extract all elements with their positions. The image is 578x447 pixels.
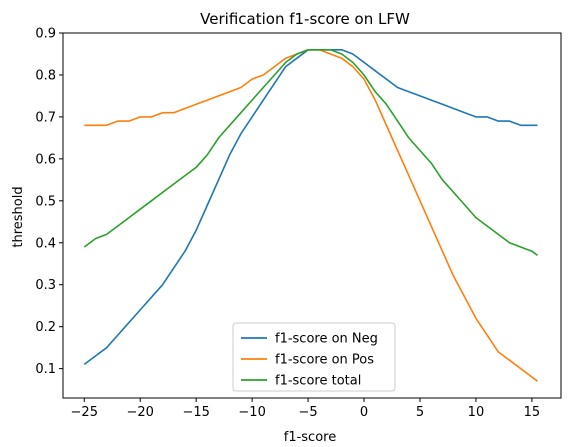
y-axis-label: threshold bbox=[11, 186, 26, 247]
x-tick-label: 5 bbox=[416, 405, 424, 420]
y-tick-label: 0.5 bbox=[35, 194, 56, 209]
legend-box bbox=[232, 322, 396, 392]
legend-label: f1-score on Pos bbox=[275, 353, 374, 368]
x-tick-label: 15 bbox=[524, 405, 541, 420]
x-tick-label: −5 bbox=[298, 405, 317, 420]
y-tick-label: 0.6 bbox=[35, 152, 56, 167]
x-tick-label: 0 bbox=[360, 405, 368, 420]
x-axis-label: f1-score bbox=[284, 430, 336, 445]
y-tick-label: 0.2 bbox=[35, 320, 56, 335]
y-axis: 0.1 0.2 0.3 0.4 0.5 0.6 0.7 0.8 0.9 bbox=[35, 27, 63, 377]
y-tick-label: 0.1 bbox=[35, 362, 56, 377]
x-tick-label: −15 bbox=[182, 405, 209, 420]
y-tick-label: 0.4 bbox=[35, 236, 56, 251]
x-tick-label: −25 bbox=[71, 405, 98, 420]
legend-label: f1-score on Neg bbox=[275, 332, 378, 347]
legend-label: f1-score total bbox=[275, 374, 361, 389]
x-axis: −25 −20 −15 −10 −5 0 5 10 15 bbox=[71, 398, 541, 420]
series-line-3 bbox=[83, 48, 538, 257]
x-tick-label: −10 bbox=[238, 405, 265, 420]
x-tick-label: −20 bbox=[126, 405, 153, 420]
y-tick-label: 0.8 bbox=[35, 68, 56, 83]
y-tick-label: 0.9 bbox=[35, 27, 56, 42]
series-lines bbox=[83, 48, 538, 382]
chart-title: Verification f1-score on LFW bbox=[200, 10, 410, 28]
legend: f1-score on Neg f1-score on Pos f1-score t… bbox=[232, 322, 396, 392]
y-tick-label: 0.3 bbox=[35, 278, 56, 293]
x-tick-label: 10 bbox=[468, 405, 485, 420]
y-tick-label: 0.7 bbox=[35, 110, 56, 125]
